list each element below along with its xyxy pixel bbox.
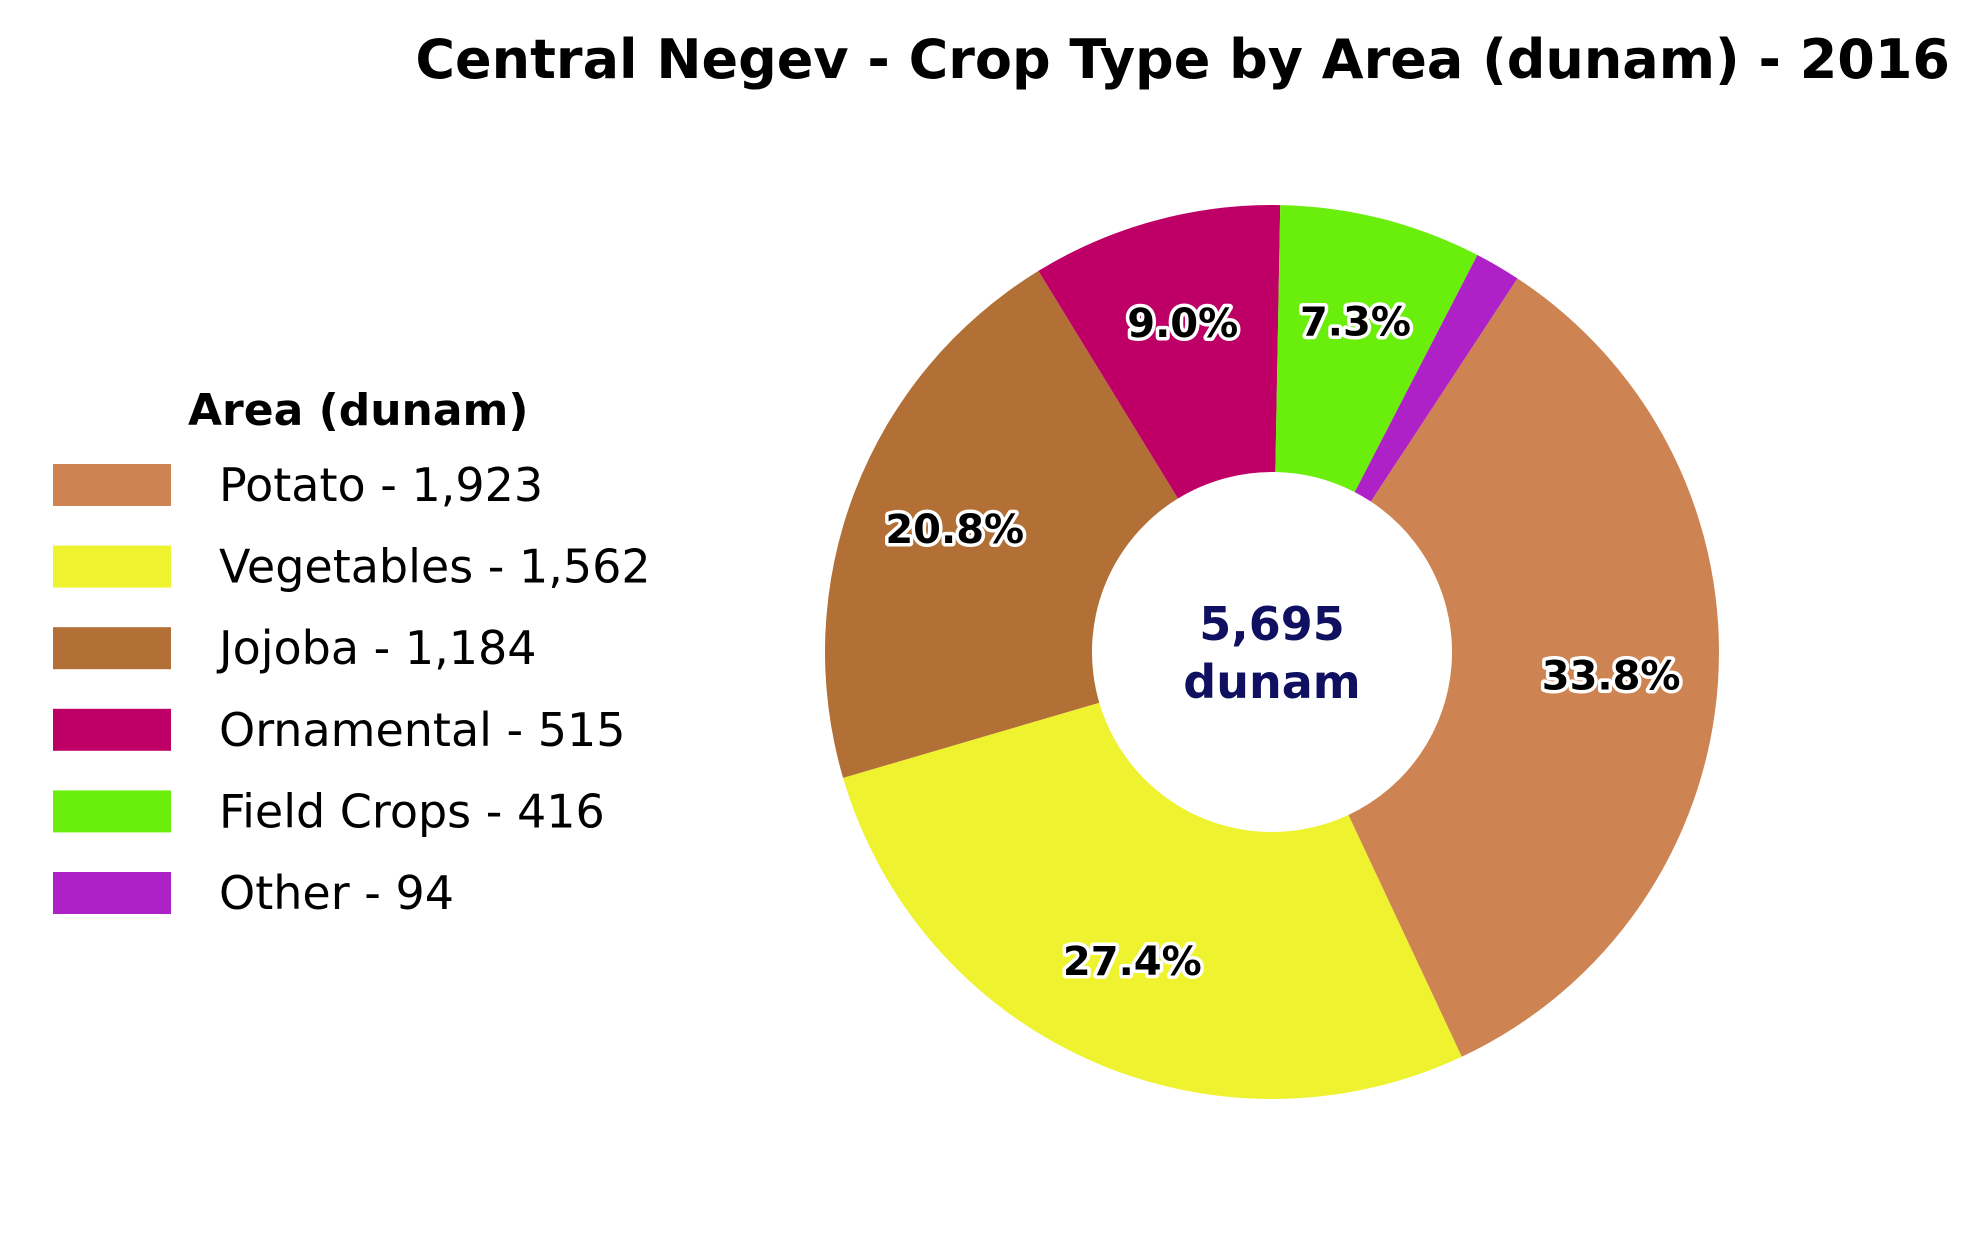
donut-slices bbox=[825, 205, 1719, 1099]
center-total-value: 5,695 bbox=[1199, 597, 1345, 651]
slice-ornamental bbox=[1038, 205, 1281, 499]
donut-center: 5,695 dunam bbox=[1183, 597, 1360, 709]
percent-labels: 33.8% 27.4% 20.8% 9.0% 7.3% bbox=[882, 296, 1684, 989]
legend-swatch-other bbox=[53, 872, 171, 914]
legend-swatch-vegetables bbox=[53, 545, 171, 588]
legend-label-vegetables: Vegetables - 1,562 bbox=[219, 540, 651, 594]
legend-swatch-potato bbox=[53, 464, 171, 506]
legend-swatch-jojoba bbox=[53, 627, 171, 670]
legend-title: Area (dunam) bbox=[188, 385, 529, 436]
legend: Area (dunam) Potato - 1,923 Vegetables - … bbox=[53, 385, 651, 920]
slice-vegetables bbox=[843, 702, 1462, 1099]
legend-items: Potato - 1,923 Vegetables - 1,562 Jojoba -… bbox=[53, 458, 651, 920]
legend-label-potato: Potato - 1,923 bbox=[219, 458, 543, 512]
legend-swatch-ornamental bbox=[53, 708, 171, 751]
percent-label-potato: 33.8% bbox=[1542, 653, 1681, 699]
center-total-unit: dunam bbox=[1183, 655, 1360, 709]
percent-label-ornamental: 9.0% bbox=[1127, 301, 1238, 347]
chart-title: Central Negev - Crop Type by Area (dunam… bbox=[415, 28, 1950, 91]
legend-label-other: Other - 94 bbox=[219, 866, 454, 920]
percent-label-vegetables: 27.4% bbox=[1063, 939, 1202, 985]
slice-field-crops bbox=[1275, 205, 1478, 493]
legend-label-field-crops: Field Crops - 416 bbox=[219, 784, 605, 838]
legend-swatch-field-crops bbox=[53, 790, 171, 833]
percent-label-jojoba: 20.8% bbox=[885, 507, 1024, 553]
slice-jojoba bbox=[825, 270, 1178, 778]
slice-potato bbox=[1348, 278, 1719, 1057]
percent-label-field-crops: 7.3% bbox=[1300, 299, 1411, 345]
legend-label-ornamental: Ornamental - 515 bbox=[219, 703, 626, 757]
slice-other bbox=[1354, 254, 1518, 502]
legend-label-jojoba: Jojoba - 1,184 bbox=[216, 621, 537, 675]
